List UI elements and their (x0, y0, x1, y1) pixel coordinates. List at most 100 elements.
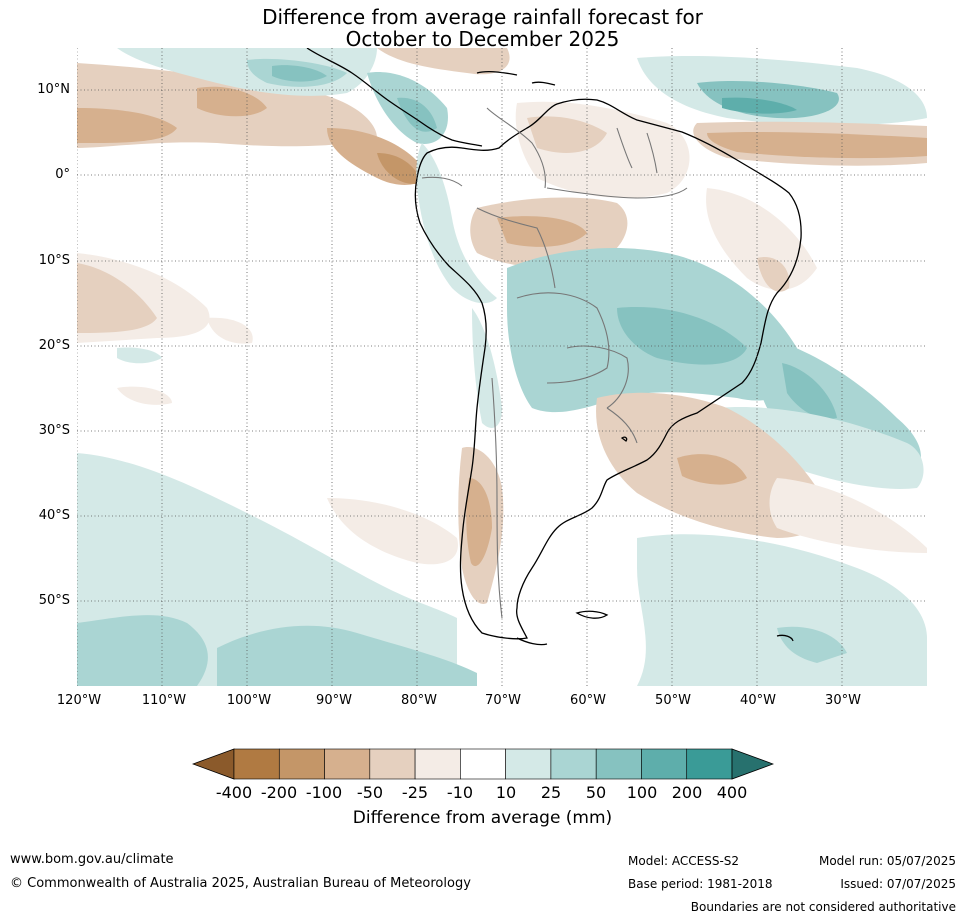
tierra-del-fuego (516, 637, 548, 646)
caribbean-islands (476, 70, 556, 86)
colorbar-swatch-4 (369, 748, 416, 780)
colorbar-swatch-11 (686, 748, 733, 780)
boundary-guianas (616, 127, 658, 174)
lat-label-30s: 30°S (38, 423, 70, 438)
teal-area-southern-ocean-3 (217, 625, 477, 686)
tan-area-east-pacific-north-mid2 (197, 86, 267, 117)
footer-copyright: © Commonwealth of Australia 2025, Austra… (10, 876, 471, 891)
colorbar-tick-minus-200: -200 (260, 783, 298, 802)
lat-label-10n: 10°N (37, 82, 70, 97)
colorbar-swatch-8 (550, 748, 597, 780)
anomaly-shading (77, 48, 927, 686)
colorbar-swatch-5 (414, 748, 461, 780)
graticule (77, 48, 927, 686)
teal-area-south-atlantic-far (637, 534, 927, 686)
tan-area-east-pacific-10s-inner (77, 263, 157, 333)
colorbar-tick-25: 25 (540, 783, 562, 802)
footer-disclaimer: Boundaries are not considered authoritat… (690, 900, 956, 914)
lat-label-0: 0° (55, 167, 70, 182)
boundary-colombia-venezuela (486, 107, 546, 189)
footer-issued: Issued: 07/07/2025 (840, 877, 956, 891)
lon-label-80w: 80°W (401, 693, 437, 708)
lon-label-110w: 110°W (141, 693, 187, 708)
tan-area-northeast-brazil (706, 188, 817, 290)
south-america-coastline (414, 98, 802, 640)
tan-area-panama-bight-dark (377, 153, 422, 184)
lon-label-40w: 40°W (740, 693, 776, 708)
lon-label-60w: 60°W (570, 693, 606, 708)
lon-label-30w: 30°W (825, 693, 861, 708)
tan-area-southern-brazil-mid (677, 454, 747, 485)
colorbar-swatch-lowest (192, 748, 235, 780)
colorbar-tick-minus-10: -10 (446, 783, 474, 802)
tan-area-pacific-upper (377, 48, 510, 75)
colorbar-tick-50: 50 (585, 783, 607, 802)
teal-area-east-pacific-small (117, 347, 162, 364)
coastlines (306, 48, 802, 646)
tan-area-northeast-brazil-mid (757, 257, 790, 292)
colorbar-tick-minus-25: -25 (401, 783, 429, 802)
teal-area-south-atlantic-bright (777, 626, 847, 663)
teal-area-pacific-north-core (272, 65, 327, 82)
teal-area-atlantic-north-core (722, 97, 797, 114)
boundary-peru-brazil (476, 207, 556, 289)
lat-label-50s: 50°S (38, 593, 70, 608)
colorbar-tick-100: 100 (626, 783, 658, 802)
colorbar-swatch-3 (324, 748, 371, 780)
lat-label-40s: 40°S (38, 508, 70, 523)
colorbar-tick-minus-100: -100 (305, 783, 343, 802)
tan-area-patagonia-pacific (327, 498, 458, 565)
boundary-argentina-chile (491, 377, 503, 619)
boundary-brazil-north (546, 187, 688, 199)
trindade (620, 436, 628, 442)
footer-model-run: Model run: 05/07/2025 (818, 854, 956, 868)
teal-area-central-brazil-core (617, 307, 747, 365)
colorbar-tick-10: 10 (495, 783, 517, 802)
colorbar-swatch-highest (731, 748, 774, 780)
map-title-line1: Difference from average rainfall forecas… (262, 5, 703, 29)
tan-area-pacific-small-2 (117, 386, 172, 405)
tan-area-pacific-small-1 (207, 317, 253, 344)
boundary-ecuador (421, 176, 463, 187)
teal-area-subtropical-south-atlantic (717, 407, 924, 489)
colorbar (192, 748, 774, 780)
lon-label-100w: 100°W (226, 693, 272, 708)
teal-area-southeast-brazil-ocean-core (782, 363, 837, 419)
colorbar-swatch-9 (595, 748, 642, 780)
colorbar-swatch-6 (460, 748, 506, 780)
footer-website: www.bom.gov.au/climate (10, 852, 174, 867)
lon-label-90w: 90°W (316, 693, 352, 708)
colorbar-swatch-2 (278, 748, 325, 780)
colorbar-swatch-1 (233, 748, 280, 780)
colorbar-tick-minus-50: -50 (356, 783, 384, 802)
teal-area-andes-north (416, 143, 497, 304)
map-canvas (77, 48, 927, 686)
teal-area-southern-ocean-2 (77, 615, 208, 686)
map-title-line2: October to December 2025 (345, 27, 620, 51)
boundary-bolivia (516, 292, 610, 384)
boundary-argentina-brazil (606, 407, 638, 444)
lon-label-50w: 50°W (655, 693, 691, 708)
footer-base-period: Base period: 1981-2018 (628, 877, 773, 891)
lat-label-20s: 20°S (38, 338, 70, 353)
lon-label-70w: 70°W (485, 693, 521, 708)
falklands-coastline (575, 610, 609, 619)
colorbar-tick-minus-400: -400 (215, 783, 253, 802)
tan-area-south-atlantic-40s (769, 478, 927, 553)
rainfall-map (77, 48, 927, 686)
colorbar-swatch-10 (641, 748, 688, 780)
teal-area-chile-coast (472, 308, 502, 428)
footer-model: Model: ACCESS-S2 (628, 854, 740, 868)
colorbar-swatches (192, 748, 774, 780)
tan-area-equatorial-atlantic-mid (707, 131, 927, 159)
colorbar-swatch-7 (505, 748, 552, 780)
small-island-40w (776, 634, 794, 642)
colorbar-tick-200: 200 (671, 783, 703, 802)
tan-area-southern-chile-mid (466, 478, 492, 567)
central-america-coastline (306, 48, 483, 147)
lon-label-120w: 120°W (56, 693, 102, 708)
tan-area-east-pacific-north-mid (77, 108, 177, 143)
colorbar-tick-400: 400 (716, 783, 748, 802)
colorbar-label: Difference from average (mm) (352, 808, 613, 828)
lat-label-10s: 10°S (38, 253, 70, 268)
